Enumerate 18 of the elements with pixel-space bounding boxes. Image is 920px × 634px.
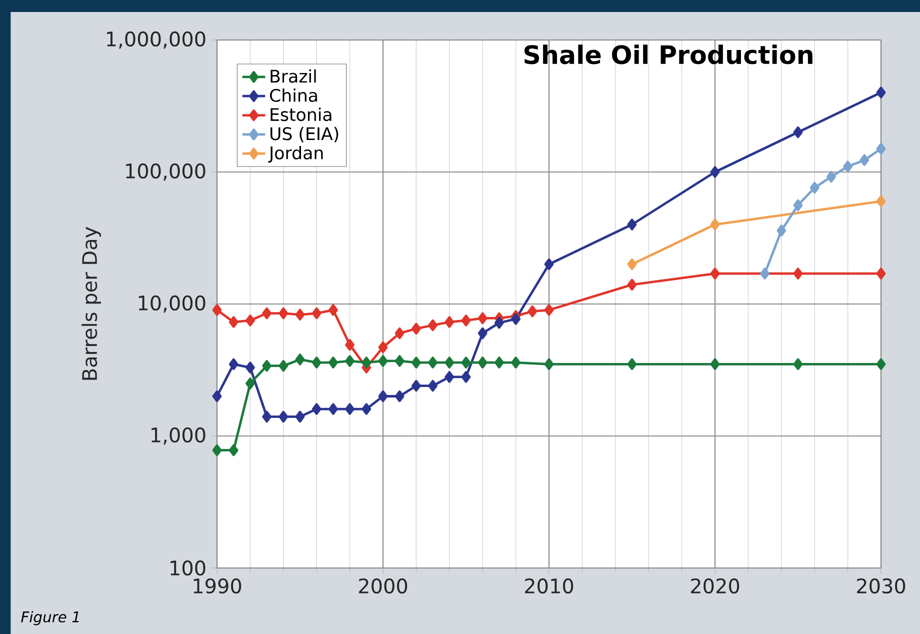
y-axis-title: Barrels per Day: [82, 226, 101, 380]
caption: Figure 1: [21, 611, 79, 626]
chart-title: Shale Oil Production: [524, 44, 812, 64]
legend-label: Estonia: [270, 108, 332, 122]
y-tick-label: 100,000: [126, 163, 206, 181]
legend-label: China: [270, 88, 317, 102]
y-tick-label: 10,000: [138, 295, 206, 313]
x-tick-label: 1990: [194, 578, 242, 594]
x-tick-label: 2010: [525, 578, 574, 594]
x-tick-label: 2000: [359, 578, 408, 594]
legend-label: Jordan: [268, 146, 323, 163]
y-tick-label: 1,000,000: [107, 31, 206, 49]
legend-label: Brazil: [270, 69, 316, 83]
y-tick-label: 1,000: [152, 427, 206, 445]
x-tick-label: 2030: [857, 578, 906, 594]
x-tick-label: 2020: [691, 578, 740, 594]
y-tick-label: 100: [170, 560, 206, 576]
legend-label: US (EIA): [270, 126, 338, 142]
